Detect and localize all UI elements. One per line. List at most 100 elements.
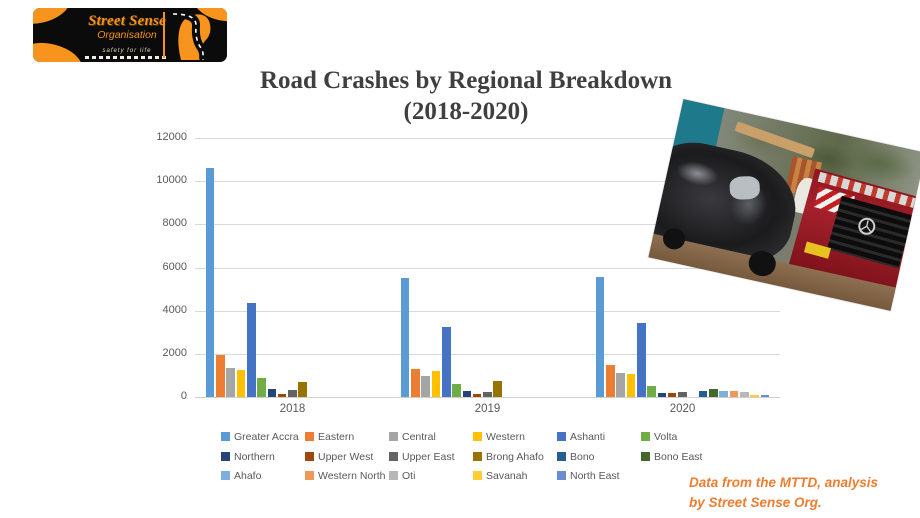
legend-swatch: [473, 432, 482, 441]
legend-item-northern: Northern: [221, 447, 275, 463]
legend-label: Central: [402, 431, 436, 443]
chart-bar-bono-east-2020: [709, 389, 718, 397]
y-gridline: [195, 267, 780, 269]
legend-swatch: [305, 451, 314, 461]
road-dashes-icon: [85, 56, 169, 59]
legend-label: Upper West: [318, 450, 374, 463]
chart-bar-north-east-2020: [760, 395, 770, 397]
legend-swatch: [221, 432, 230, 441]
legend-swatch: [557, 471, 566, 480]
legend-swatch: [473, 471, 482, 480]
chart-bar-greater-accra-2020: [595, 277, 605, 397]
legend-label: Bono: [570, 450, 595, 463]
legend-swatch: [473, 451, 482, 461]
y-gridline: [195, 310, 780, 312]
chart-bar-upper-west-2018: [277, 393, 287, 397]
chart-bar-brong-ahafo-2019: [493, 381, 503, 397]
chart-bar-greater-accra-2018: [205, 168, 215, 397]
legend-swatch: [389, 432, 398, 441]
chart-bar-ashanti-2018: [247, 303, 256, 397]
crash-photo: [648, 99, 920, 311]
x-axis-category-label: 2020: [669, 403, 696, 415]
legend-label: Upper East: [402, 450, 455, 463]
chart-bar-western-2020: [626, 374, 636, 397]
legend-label: Northern: [234, 450, 275, 463]
chart-bar-central-2018: [226, 367, 236, 397]
chart-bar-volta-2018: [257, 377, 266, 397]
legend-swatch: [305, 432, 314, 441]
legend-swatch: [557, 432, 566, 441]
legend-label: Ahafo: [234, 470, 262, 482]
chart-bar-western-2019: [431, 371, 441, 397]
legend-item-north-east: North East: [557, 466, 620, 482]
y-axis-tick-label: 12000: [156, 131, 187, 143]
legend-item-oti: Oti: [389, 466, 415, 482]
legend-swatch: [641, 432, 650, 441]
legend-swatch: [221, 471, 230, 480]
legend-item-central: Central: [389, 427, 436, 443]
chart-bar-volta-2020: [647, 385, 656, 397]
legend-swatch: [305, 471, 314, 480]
y-axis-tick-label: 10000: [156, 174, 187, 187]
chart-bar-volta-2019: [452, 384, 461, 397]
chart-bar-eastern-2018: [216, 354, 225, 397]
chart-bar-ahafo-2020: [719, 391, 728, 397]
legend-swatch: [641, 451, 650, 461]
chart-bar-upper-east-2020: [678, 391, 687, 397]
logo-tagline: safety for life: [102, 48, 152, 54]
chart-bar-brong-ahafo-2018: [298, 381, 308, 397]
legend-label: Western: [486, 431, 525, 443]
chart-bar-eastern-2020: [606, 365, 615, 397]
legend-item-upper-west: Upper West: [305, 447, 373, 463]
chart-bar-ashanti-2020: [637, 322, 646, 397]
credit-line1: Data from the MTTD, analysis: [689, 475, 879, 490]
legend-item-volta: Volta: [641, 427, 677, 443]
y-axis-tick-label: 6000: [162, 260, 187, 273]
legend-item-upper-east: Upper East: [389, 447, 455, 463]
legend-item-brong-ahafo: Brong Ahafo: [473, 447, 544, 463]
logo-title: Street Sense: [88, 13, 166, 29]
chart-bar-central-2020: [616, 373, 626, 397]
chart-bar-upper-west-2020: [667, 392, 677, 397]
chart-bar-eastern-2019: [411, 368, 420, 397]
x-axis-line: [195, 397, 780, 398]
y-gridline: [195, 181, 780, 183]
head-road-icon: [167, 10, 219, 61]
chart-bar-bono-2020: [698, 391, 708, 397]
legend-item-ashanti: Ashanti: [557, 427, 605, 443]
legend-label: Greater Accra: [234, 431, 299, 443]
legend-swatch: [389, 471, 398, 480]
legend-label: Bono East: [654, 450, 703, 463]
y-gridline: [195, 224, 780, 226]
chart-title: Road Crashes by Regional Breakdown (2018…: [186, 66, 746, 127]
chart-bar-upper-east-2019: [483, 391, 492, 397]
chart-bar-upper-east-2018: [288, 390, 297, 397]
chart-bar-western-2018: [236, 370, 246, 397]
y-gridline: [195, 138, 780, 139]
legend-item-ahafo: Ahafo: [221, 466, 261, 482]
photo-windshield: [729, 175, 761, 200]
legend-swatch: [221, 451, 230, 461]
y-axis-tick-label: 0: [180, 390, 187, 402]
y-axis-tick-label: 4000: [162, 303, 187, 316]
credit-line2: by Street Sense Org.: [689, 494, 822, 510]
legend-item-greater-accra: Greater Accra: [221, 427, 299, 443]
legend-label: Savanah: [486, 470, 528, 482]
legend-item-bono: Bono: [557, 447, 595, 463]
legend-swatch: [557, 451, 566, 461]
chart-bar-northern-2018: [267, 389, 277, 397]
street-sense-logo: Street Sense Organisation safety for lif…: [33, 8, 227, 62]
logo-divider: [163, 12, 165, 58]
legend-item-western-north: Western North: [305, 466, 386, 482]
legend-item-savanah: Savanah: [473, 466, 527, 482]
chart-bar-savanah-2020: [750, 394, 759, 397]
chart-title-line1: Road Crashes by Regional Breakdown: [259, 67, 673, 94]
chart-bar-upper-west-2019: [472, 393, 482, 397]
y-axis-tick-label: 8000: [162, 217, 187, 230]
legend-item-bono-east: Bono East: [641, 447, 702, 463]
legend-label: Ashanti: [570, 431, 606, 443]
legend-swatch: [389, 451, 398, 461]
y-gridline: [195, 353, 780, 355]
legend-item-eastern: Eastern: [305, 427, 354, 443]
